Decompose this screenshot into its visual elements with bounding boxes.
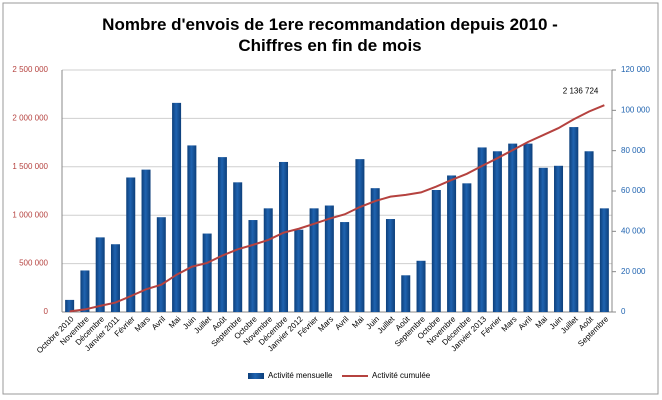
y2-tick-label: 40 000 <box>621 226 646 235</box>
chart-title: Nombre d'envois de 1ere recommandation d… <box>102 15 558 55</box>
bar <box>370 188 380 312</box>
bar <box>340 222 350 312</box>
bar <box>584 151 594 312</box>
y-tick-label: 2 500 000 <box>12 65 48 74</box>
bar <box>538 167 548 312</box>
y2-tick-label: 0 <box>621 307 626 316</box>
y-tick-label: 1 500 000 <box>12 162 48 171</box>
bar <box>324 205 334 312</box>
bar <box>110 244 120 312</box>
frame <box>2 2 659 395</box>
y-tick-label: 1 000 000 <box>12 210 48 219</box>
bar <box>126 177 136 312</box>
bar <box>263 208 273 312</box>
bar <box>141 169 151 312</box>
y-tick-label: 500 000 <box>19 259 48 268</box>
y2-tick-label: 80 000 <box>621 146 646 155</box>
bar <box>569 127 579 313</box>
bar <box>294 229 304 312</box>
bar <box>477 147 487 312</box>
y2-tick-label: 120 000 <box>621 65 650 74</box>
y-tick-label: 0 <box>44 307 49 316</box>
bar <box>462 183 472 312</box>
bar <box>156 217 166 312</box>
line <box>69 104 605 313</box>
legend-swatch <box>248 373 264 379</box>
bar <box>217 157 227 312</box>
bar <box>385 219 395 312</box>
bar <box>523 143 533 312</box>
bar <box>309 208 319 312</box>
bar <box>187 145 197 312</box>
bar <box>599 208 609 312</box>
bar <box>248 220 258 312</box>
bar <box>80 270 90 312</box>
data-label: 2 136 724 <box>563 86 599 95</box>
y-tick-label: 2 000 000 <box>12 114 48 123</box>
y2-tick-label: 100 000 <box>621 105 650 114</box>
bar <box>492 151 502 312</box>
bar <box>416 260 426 312</box>
legend-label: Activité cumulée <box>372 371 431 380</box>
bar <box>95 237 105 312</box>
bar <box>355 159 365 312</box>
bar <box>233 182 243 312</box>
bar <box>431 189 441 312</box>
bar <box>279 161 289 312</box>
bar <box>172 102 182 312</box>
bar <box>401 275 411 312</box>
bar <box>447 175 457 312</box>
y2-tick-label: 60 000 <box>621 186 646 195</box>
bar <box>65 299 75 312</box>
legend-label: Activité mensuelle <box>268 371 333 380</box>
bar <box>202 233 212 312</box>
y2-tick-label: 20 000 <box>621 267 646 276</box>
bar <box>508 143 518 312</box>
bar <box>554 165 564 312</box>
